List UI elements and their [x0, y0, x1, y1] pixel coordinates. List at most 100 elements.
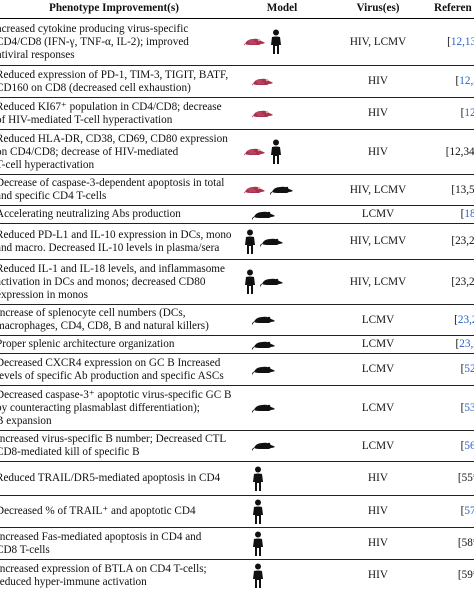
human-figure-icon — [270, 29, 282, 55]
reference-link[interactable]: 57 — [464, 505, 474, 517]
phenotype-line: Decreased % of TRAIL⁺ and apoptotic CD4 — [0, 505, 196, 517]
model-cell — [234, 174, 330, 206]
phenotype-line: Decreased CXCR4 expression on GC B Incre… — [0, 356, 221, 369]
phenotype-cell: Decreased % of TRAIL⁺ and apoptotic CD4 — [0, 495, 234, 528]
table-row: ncreased cytokine producing virus-specif… — [0, 18, 474, 66]
reference-text: [13,54,5 — [451, 183, 474, 196]
reference-cell: [53] — [426, 385, 474, 431]
pink-mouse-icon — [244, 147, 266, 157]
phenotype-line: CD4/CD8 (IFN-γ, TNF-α, IL-2); improved — [0, 35, 189, 48]
phenotype-line: Increased expression of BTLA on CD4 T-ce… — [0, 562, 207, 575]
reference-bracket-open: [ — [460, 401, 465, 414]
column-header-virus: Virus(es) — [330, 0, 426, 19]
reference-text: [23,26,4 — [451, 235, 474, 247]
table-row: Decreased CXCR4 expression on GC B Incre… — [0, 353, 474, 386]
model-cell — [234, 353, 330, 386]
table-row: Increase of splenocyte cell numbers (DCs… — [0, 304, 474, 336]
table-row: Decrease of caspase-3-dependent apoptosi… — [0, 174, 474, 206]
virus-cell: HIV — [330, 461, 426, 496]
reference-bracket-open: [ — [460, 363, 465, 375]
virus-cell: HIV — [330, 495, 426, 528]
reference-bracket-open: [ — [460, 107, 465, 119]
phenotype-line: on CD4/CD8; decrease of HIV-mediated — [0, 145, 179, 158]
reference-link[interactable]: 52 — [464, 363, 474, 375]
column-header-reference: Referen — [426, 0, 474, 19]
phenotype-cell: Proper splenic architecture organization — [0, 335, 234, 354]
virus-cell: LCMV — [330, 385, 426, 431]
model-icons — [234, 563, 329, 589]
phenotype-line: Decreased caspase-3⁺ apoptotic virus-spe… — [0, 388, 232, 401]
phenotype-line: Reduced KI67⁺ population in CD4/CD8; dec… — [0, 100, 222, 113]
reference-cell: [23,26,4 — [426, 223, 474, 260]
black-mouse-icon — [270, 185, 294, 195]
phenotype-line: Decrease of caspase-3-dependent apoptosi… — [0, 177, 225, 189]
reference-cell: [12] — [426, 97, 474, 130]
reference-cell: [57] — [426, 495, 474, 528]
reference-link[interactable]: 12,13,23, — [450, 35, 474, 48]
model-icons — [234, 210, 329, 220]
reference-link[interactable]: 56 — [464, 439, 474, 452]
reference-bracket-open: [ — [460, 505, 465, 517]
reference-bracket-open: [ — [460, 439, 465, 452]
reference-link[interactable]: 18 — [464, 208, 474, 220]
virus-cell: LCMV — [330, 304, 426, 336]
pink-mouse-icon — [252, 77, 274, 87]
reference-bracket-open: [ — [454, 313, 458, 326]
phenotype-line: ntiviral responses — [0, 48, 75, 61]
reference-cell: [56] — [426, 430, 474, 462]
pink-mouse-icon — [244, 185, 266, 195]
virus-cell: HIV — [330, 559, 426, 590]
phenotype-cell: Reduced KI67⁺ population in CD4/CD8; dec… — [0, 97, 234, 130]
reference-link[interactable]: 53 — [464, 401, 474, 414]
model-cell — [234, 65, 330, 98]
human-figure-icon — [244, 269, 256, 295]
virus-cell: HIV, LCMV — [330, 223, 426, 260]
phenotype-line: and specific CD4 T-cells — [0, 190, 107, 202]
phenotype-cell: ncreased cytokine producing virus-specif… — [0, 18, 234, 66]
reference-cell: [18] — [426, 205, 474, 224]
human-figure-icon — [252, 563, 264, 589]
reference-link[interactable]: 12,34 — [459, 75, 474, 87]
model-cell — [234, 495, 330, 528]
table-row: Reduced PD-L1 and IL-10 expression in DC… — [0, 223, 474, 260]
table-header-row: Phenotype Improvement(s) Model Virus(es)… — [0, 0, 474, 19]
table-body: ncreased cytokine producing virus-specif… — [0, 18, 474, 590]
black-mouse-icon — [252, 315, 276, 325]
phenotype-line: ncreased cytokine producing virus-specif… — [0, 22, 189, 35]
phenotype-cell: Increase of splenocyte cell numbers (DCs… — [0, 304, 234, 336]
reference-text: [23,26,4 — [451, 275, 474, 288]
black-mouse-icon — [252, 340, 276, 350]
phenotype-cell: Decreased caspase-3⁺ apoptotic virus-spe… — [0, 385, 234, 431]
model-cell — [234, 129, 330, 175]
reference-cell: [12,34 — [426, 65, 474, 98]
table-row: Reduced KI67⁺ population in CD4/CD8; dec… — [0, 97, 474, 130]
phenotype-cell: Reduced expression of PD-1, TIM-3, TIGIT… — [0, 65, 234, 98]
reference-bracket-open: [ — [447, 35, 451, 48]
phenotype-line: CD8-mediated kill of specific B — [0, 446, 140, 458]
table-row: Decreased % of TRAIL⁺ and apoptotic CD4 H… — [0, 495, 474, 528]
virus-cell: LCMV — [330, 430, 426, 462]
phenotype-line: macrophages, CD4, CD8, B and natural kil… — [0, 320, 209, 332]
reference-text: [55*] — [457, 472, 474, 484]
model-icons — [234, 531, 329, 557]
human-figure-icon — [252, 499, 264, 525]
reference-link[interactable]: 23,26, — [457, 313, 474, 326]
phenotype-cell: Accelerating neutralizing Abs production — [0, 205, 234, 224]
model-icons — [234, 139, 329, 165]
phenotype-line: B expansion — [0, 414, 52, 427]
model-cell — [234, 223, 330, 260]
reference-link[interactable]: 23,26 — [459, 338, 474, 350]
phenotype-cell: Increased Fas-mediated apoptosis in CD4 … — [0, 527, 234, 560]
reference-bracket-open: [ — [455, 338, 460, 350]
phenotype-line: Increased Fas-mediated apoptosis in CD4 … — [0, 530, 202, 543]
phenotype-cell: Reduced IL-1 and IL-18 levels, and infla… — [0, 259, 234, 305]
reference-cell: [23,26 — [426, 335, 474, 354]
virus-cell: LCMV — [330, 205, 426, 224]
reference-cell: [23,26,4 — [426, 259, 474, 305]
black-mouse-icon — [252, 365, 276, 375]
phenotype-cell: Decrease of caspase-3-dependent apoptosi… — [0, 174, 234, 206]
phenotype-line: activation in DCs and monos; decreased C… — [0, 275, 206, 288]
reference-link[interactable]: 12 — [464, 107, 474, 119]
model-cell — [234, 385, 330, 431]
